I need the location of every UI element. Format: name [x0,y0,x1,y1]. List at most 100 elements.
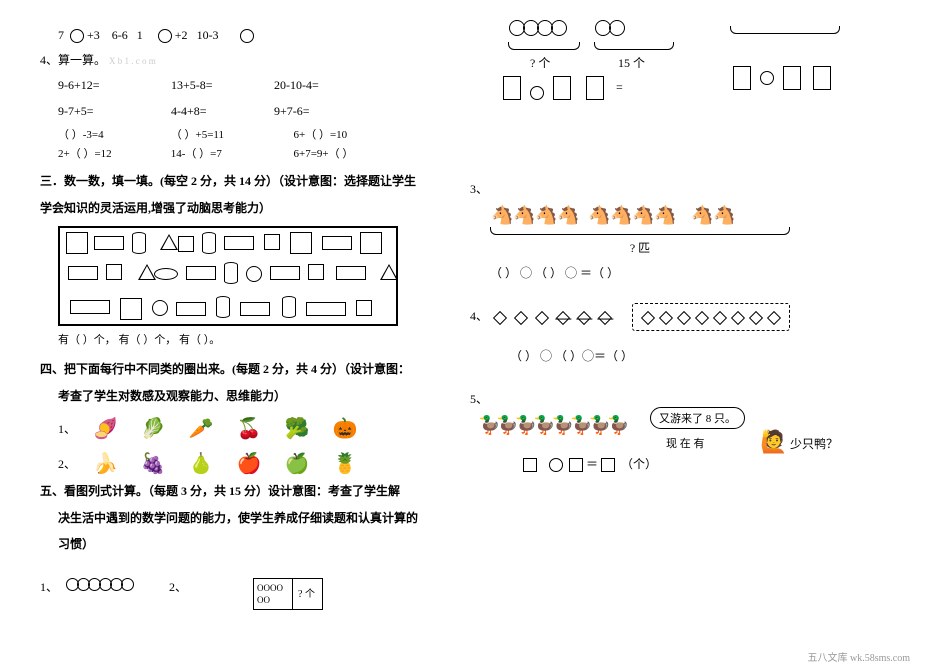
shapes-count-line: 有（ ）个， 有（ ）个， 有（ ）。 [58,332,450,350]
section-5-title: 五、看图列式计算。（每题 3 分，共 15 分）设计意图：考查了学生解 [40,482,450,501]
cylinder-icon [202,232,216,254]
diamond-icon [514,311,528,325]
triangle-icon [380,264,398,280]
box-icon [523,458,537,472]
cuboid-icon [94,236,124,250]
duck-icon: 🦆 [607,415,629,436]
section-3-title: 三．数一数，填一填。(每空 2 分，共 14 分）（设计意图：选择题让学生 [40,172,450,191]
horse-icon: 🐴 [713,205,733,225]
dashed-box [632,303,790,330]
q-label: ? 匹 [490,239,790,256]
watermark: 五八文库 wk.58sms.com [808,649,911,664]
brace-icon [490,227,790,235]
box-icon [503,76,521,100]
box-icon [783,66,801,90]
box-icon [569,458,583,472]
square-icon [178,236,194,252]
diamond-crossed-icon [598,311,612,325]
section-3-line2: 学会知识的灵活运用,增强了动脑思考能力） [40,199,450,218]
brace-icon [730,26,840,34]
q5-row: 1、 2、 OOOO OO ? 个 [40,578,450,610]
box-oo: OO [257,593,270,607]
cuboid-icon [224,236,254,250]
op-circle-icon [760,71,774,85]
blank-circle-icon [70,29,84,43]
section-5-line2: 决生活中遇到的数学问题的能力，使学生养成仔细读题和认真计算的 [58,509,450,528]
horse-icon: 🐴 [654,205,674,225]
horse-icon: 🐴 [491,205,511,225]
rect-icon [336,266,366,280]
section-4-title: 四、把下面每行中不同类的圈出来。(每题 2 分，共 4 分）（设计意图： [40,360,450,379]
speech-bubble: 又游来了 8 只。 [650,407,745,429]
cube-icon [308,264,324,280]
count-box: OOOO OO ? 个 [253,578,323,610]
horse-icon: 🐴 [535,205,555,225]
fruit-icon: 🍒 [237,416,262,441]
square-icon [356,300,372,316]
person-icon: 🙋 [760,429,787,455]
veg-icon: 🍠 [93,416,118,441]
square-icon [106,264,122,280]
horse-icon: 🐴 [513,205,533,225]
horse-row: 🐴🐴🐴🐴 🐴🐴🐴🐴 🐴🐴 [490,205,880,225]
expr: 10-3 [197,28,219,42]
fruit-row-1: 1、 🍠 🥬 🥕 🍒 🥦 🎃 [48,416,450,441]
circle-icon [551,20,567,36]
op-circle-icon [530,86,544,100]
horse-icon: 🐴 [610,205,630,225]
row-num: 2、 [169,580,187,594]
square-icon [264,234,280,250]
tail-text: 少只鸭？ [790,435,838,452]
veg-icon: 🥬 [141,416,166,441]
row-num: 2、 [58,455,76,472]
fruit-icon: 🍏 [285,451,310,476]
blank-circle-icon [158,29,172,43]
fruit-row-2: 2、 🍌 🍇 🍐 🍎 🍏 🍍 [48,451,450,476]
calc-row-2: 9-7+5= 4-4+8= 9+7-6= [58,102,450,121]
cylinder-icon [224,262,238,284]
fruit-icon: 🍇 [141,451,166,476]
fruit-icon: 🍍 [333,451,358,476]
q3-label: 3、 [470,180,880,199]
divider [292,579,293,609]
eq-row: = [500,76,623,100]
shapes-box [58,226,398,326]
op-circle-icon [549,458,563,472]
horse-icon: 🐴 [691,205,711,225]
oval-icon [154,268,178,280]
num: 7 [58,28,64,42]
cuboid-icon [240,302,270,316]
row-num: 1、 [40,578,64,597]
diamond-icon [767,311,781,325]
circle-group-b [596,20,624,40]
diamond-icon [641,311,655,325]
left-column: 7 +3 6-6 1 +2 10-3 4、算一算。 X b 1 . c o m … [30,20,460,652]
horse-icon: 🐴 [632,205,652,225]
circle-icon [246,266,262,282]
sphere-icon [152,300,168,316]
rect-icon [176,302,206,316]
box-icon [553,76,571,100]
calc-row-3: （ ）-3=4 （ ）+5=11 6+（ ）=10 [58,127,450,145]
calc-row-4: 2+（ ）=12 14-（ ）=7 6+7=9+（ ） [58,146,450,164]
speech-text: 又游来了 8 只。 [650,407,745,429]
diamond-icon [493,311,507,325]
right-column: ? 个 15 个 = 3、 🐴🐴🐴🐴 🐴🐴🐴🐴 🐴🐴 ? 匹 [460,20,890,652]
cuboid-icon [306,302,346,316]
diamond-icon [713,311,727,325]
diamond-crossed-icon [556,311,570,325]
cylinder-icon [282,296,296,318]
q-label: ? 个 [530,54,550,71]
q4-equation: （ ） ◯ （ ）◯＝（ ） [510,347,880,366]
expr: +2 [175,28,188,42]
box-icon [813,66,831,90]
fruit-icon: 🍎 [237,451,262,476]
cylinder-icon [132,232,146,254]
box-right: ? 个 [298,587,315,603]
q3-figure: 🐴🐴🐴🐴 🐴🐴🐴🐴 🐴🐴 ? 匹 （ ） ◯ （ ） ◯ ＝（ ） [490,205,880,283]
cylinder-icon [216,296,230,318]
fruit-icon: 🍐 [189,451,214,476]
q2-figure: ? 个 15 个 = [500,20,880,130]
cube-icon [66,232,88,254]
count-label: 15 个 [618,54,645,71]
